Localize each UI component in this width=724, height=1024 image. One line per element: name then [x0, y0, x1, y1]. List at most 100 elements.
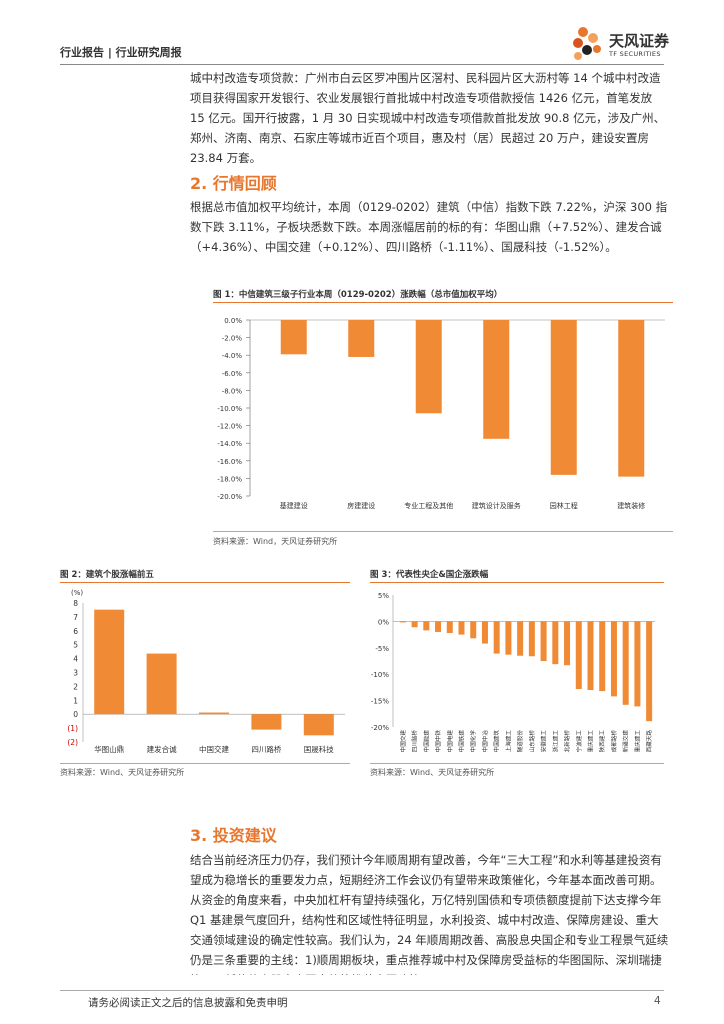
bar-隧道股份: [517, 621, 524, 656]
x-tick-label: 华图山鼎: [94, 744, 124, 754]
x-tick-label: 陕西建工: [598, 730, 606, 753]
bar-中国能建: [423, 621, 430, 631]
x-tick-label: 中国电建: [446, 730, 454, 753]
footer-disclaimer: 请务必阅读正文之后的信息披露和免责申明: [88, 997, 288, 1009]
bar-建筑设计及服务: [483, 320, 510, 439]
bar-建发合诚: [146, 653, 177, 715]
bar-上海建工: [505, 621, 512, 655]
figure2-source-rule: [60, 763, 350, 764]
logo-name: 天风证券: [609, 32, 670, 50]
bar-西藏天路: [646, 621, 653, 722]
bar-重庆建工: [587, 621, 594, 691]
x-tick-label: 园林工程: [550, 501, 578, 510]
y-tick-label: 2: [73, 682, 78, 691]
y-tick-label: 6: [73, 627, 78, 636]
y-tick-label: -2.0%: [222, 335, 243, 343]
x-tick-label: 新疆交建: [622, 730, 630, 753]
x-tick-label: 房建建设: [347, 501, 375, 510]
figure2-title: 图 2：建筑个股涨幅前五: [60, 570, 154, 580]
bar-中国交建: [199, 712, 229, 715]
footer-divider: [60, 990, 664, 991]
page-number: 4: [654, 995, 661, 1007]
x-tick-label: 中国能建: [422, 730, 430, 753]
bar-房建建设: [348, 320, 375, 357]
bar-中国电建: [446, 621, 453, 634]
logo-english: TF SECURITIES: [609, 50, 661, 58]
y-tick-label: 5%: [378, 592, 389, 600]
x-tick-label: 专业工程及其他: [404, 501, 453, 510]
y-tick-label: 0.0%: [224, 317, 242, 325]
y-tick-label: -5%: [375, 645, 389, 653]
y-tick-label: 4: [73, 655, 78, 664]
chart-top5-stocks: (%) 8 7 6 5 4 3 2 1 0 (1) (2) 华图山鼎 建发合诚 中国交建 四川路桥 国晟科技: [67, 589, 345, 754]
report-header: 行业报告 | 行业研究周报: [60, 46, 182, 59]
section-title-investment-advice: 3. 投资建议: [190, 826, 277, 845]
x-tick-label: 重庆建工: [587, 730, 595, 753]
y-tick-label: -15%: [371, 698, 389, 706]
y-tick-label: 1: [73, 696, 78, 705]
bar-园林工程: [550, 320, 577, 475]
y-tick-label: -8.0%: [222, 387, 243, 395]
section-title-market-review: 2. 行情回顾: [190, 174, 277, 193]
y-tick-label: -18.0%: [217, 475, 242, 483]
y-tick-label: -6.0%: [222, 370, 243, 378]
figure2-title-rule: [60, 582, 350, 583]
bar-国晟科技: [303, 714, 334, 736]
x-tick-label: 安徽建工: [540, 730, 548, 753]
bar-山东路桥: [528, 621, 535, 657]
bar-专业工程及其他: [415, 320, 442, 414]
x-tick-label: 中国中铁: [434, 730, 442, 753]
x-tick-label: 建发合诚: [147, 744, 177, 754]
y-tick-label: -10.0%: [217, 405, 242, 413]
bar-中国交建: [399, 621, 406, 623]
x-tick-label: 隧道股份: [516, 730, 524, 753]
y-tick-label: -4.0%: [222, 352, 243, 360]
bar-新疆交建: [622, 621, 629, 705]
y-tick-label: 0%: [378, 618, 389, 626]
y-tick-label: -12.0%: [217, 423, 242, 431]
chart-subindustry-returns: 0.0% -2.0% -4.0% -6.0% -8.0% -10.0% -12.0% -14.…: [217, 317, 665, 510]
bar-陕西建工: [599, 621, 606, 692]
bar-中国建筑: [493, 621, 500, 654]
y-unit-label: (%): [71, 589, 83, 597]
bar-安徽建工: [540, 621, 547, 661]
x-tick-label: 中国建筑: [493, 730, 501, 753]
figure3-title: 图 3：代表性央企&国企涨跌幅: [370, 570, 489, 580]
bar-四川路桥: [251, 714, 282, 730]
x-tick-label: 四川路桥: [411, 730, 419, 753]
bar-基建建设: [280, 320, 307, 355]
x-tick-label: 西藏天路: [645, 730, 653, 753]
figure1-title: 图 1：中信建筑三级子行业本周（0129-0202）涨跌幅（总市值加权平均）: [213, 290, 503, 300]
intro-paragraph: 城中村改造专项贷款：广州市白云区罗冲围片区滘村、民科园片区大沥村等 14 个城中…: [190, 71, 666, 165]
bar-华图山鼎: [94, 609, 125, 715]
y-tick-label: -10%: [371, 671, 389, 679]
figure3-source-rule: [370, 763, 664, 764]
x-tick-label: 建筑装修: [617, 501, 645, 510]
y-tick-label: 3: [73, 669, 78, 678]
bar-浙江建工: [552, 621, 559, 665]
header-divider: [60, 64, 664, 65]
bar-北新路桥: [564, 621, 571, 666]
figure2-source: 资料来源：Wind、天风证券研究所: [60, 768, 185, 777]
y-tick-label: -16.0%: [217, 458, 242, 466]
figure1-source-rule: [213, 531, 673, 532]
y-tick-label: (1): [67, 724, 78, 733]
figure1-title-rule: [213, 302, 673, 303]
x-tick-label: 浙江建工: [551, 730, 559, 753]
y-tick-label: -20.0%: [217, 493, 242, 501]
bar-中国化学: [470, 621, 477, 639]
bar-建筑装修: [618, 320, 645, 477]
x-tick-label: 中国化学: [469, 730, 477, 753]
x-tick-label: 重庆建工: [633, 730, 641, 753]
figure3-title-rule: [370, 582, 664, 583]
figure1-source: 资料来源：Wind，天风证券研究所: [213, 537, 338, 546]
x-tick-label: 四川路桥: [251, 744, 281, 754]
bar-中国中铁: [435, 621, 442, 632]
chart-soe-returns: 5%0%-5%-10%-15%-20%中国交建 四川路桥 中国能建 中国中铁 中国电建中…: [371, 592, 655, 753]
bar-中国铁建: [458, 621, 465, 635]
bar-四川路桥: [411, 621, 418, 628]
y-tick-label: 8: [73, 599, 78, 608]
x-tick-label: 上海建工: [504, 730, 512, 753]
x-tick-label: 中国交建: [399, 730, 407, 753]
x-tick-label: 基建建设: [280, 501, 308, 510]
